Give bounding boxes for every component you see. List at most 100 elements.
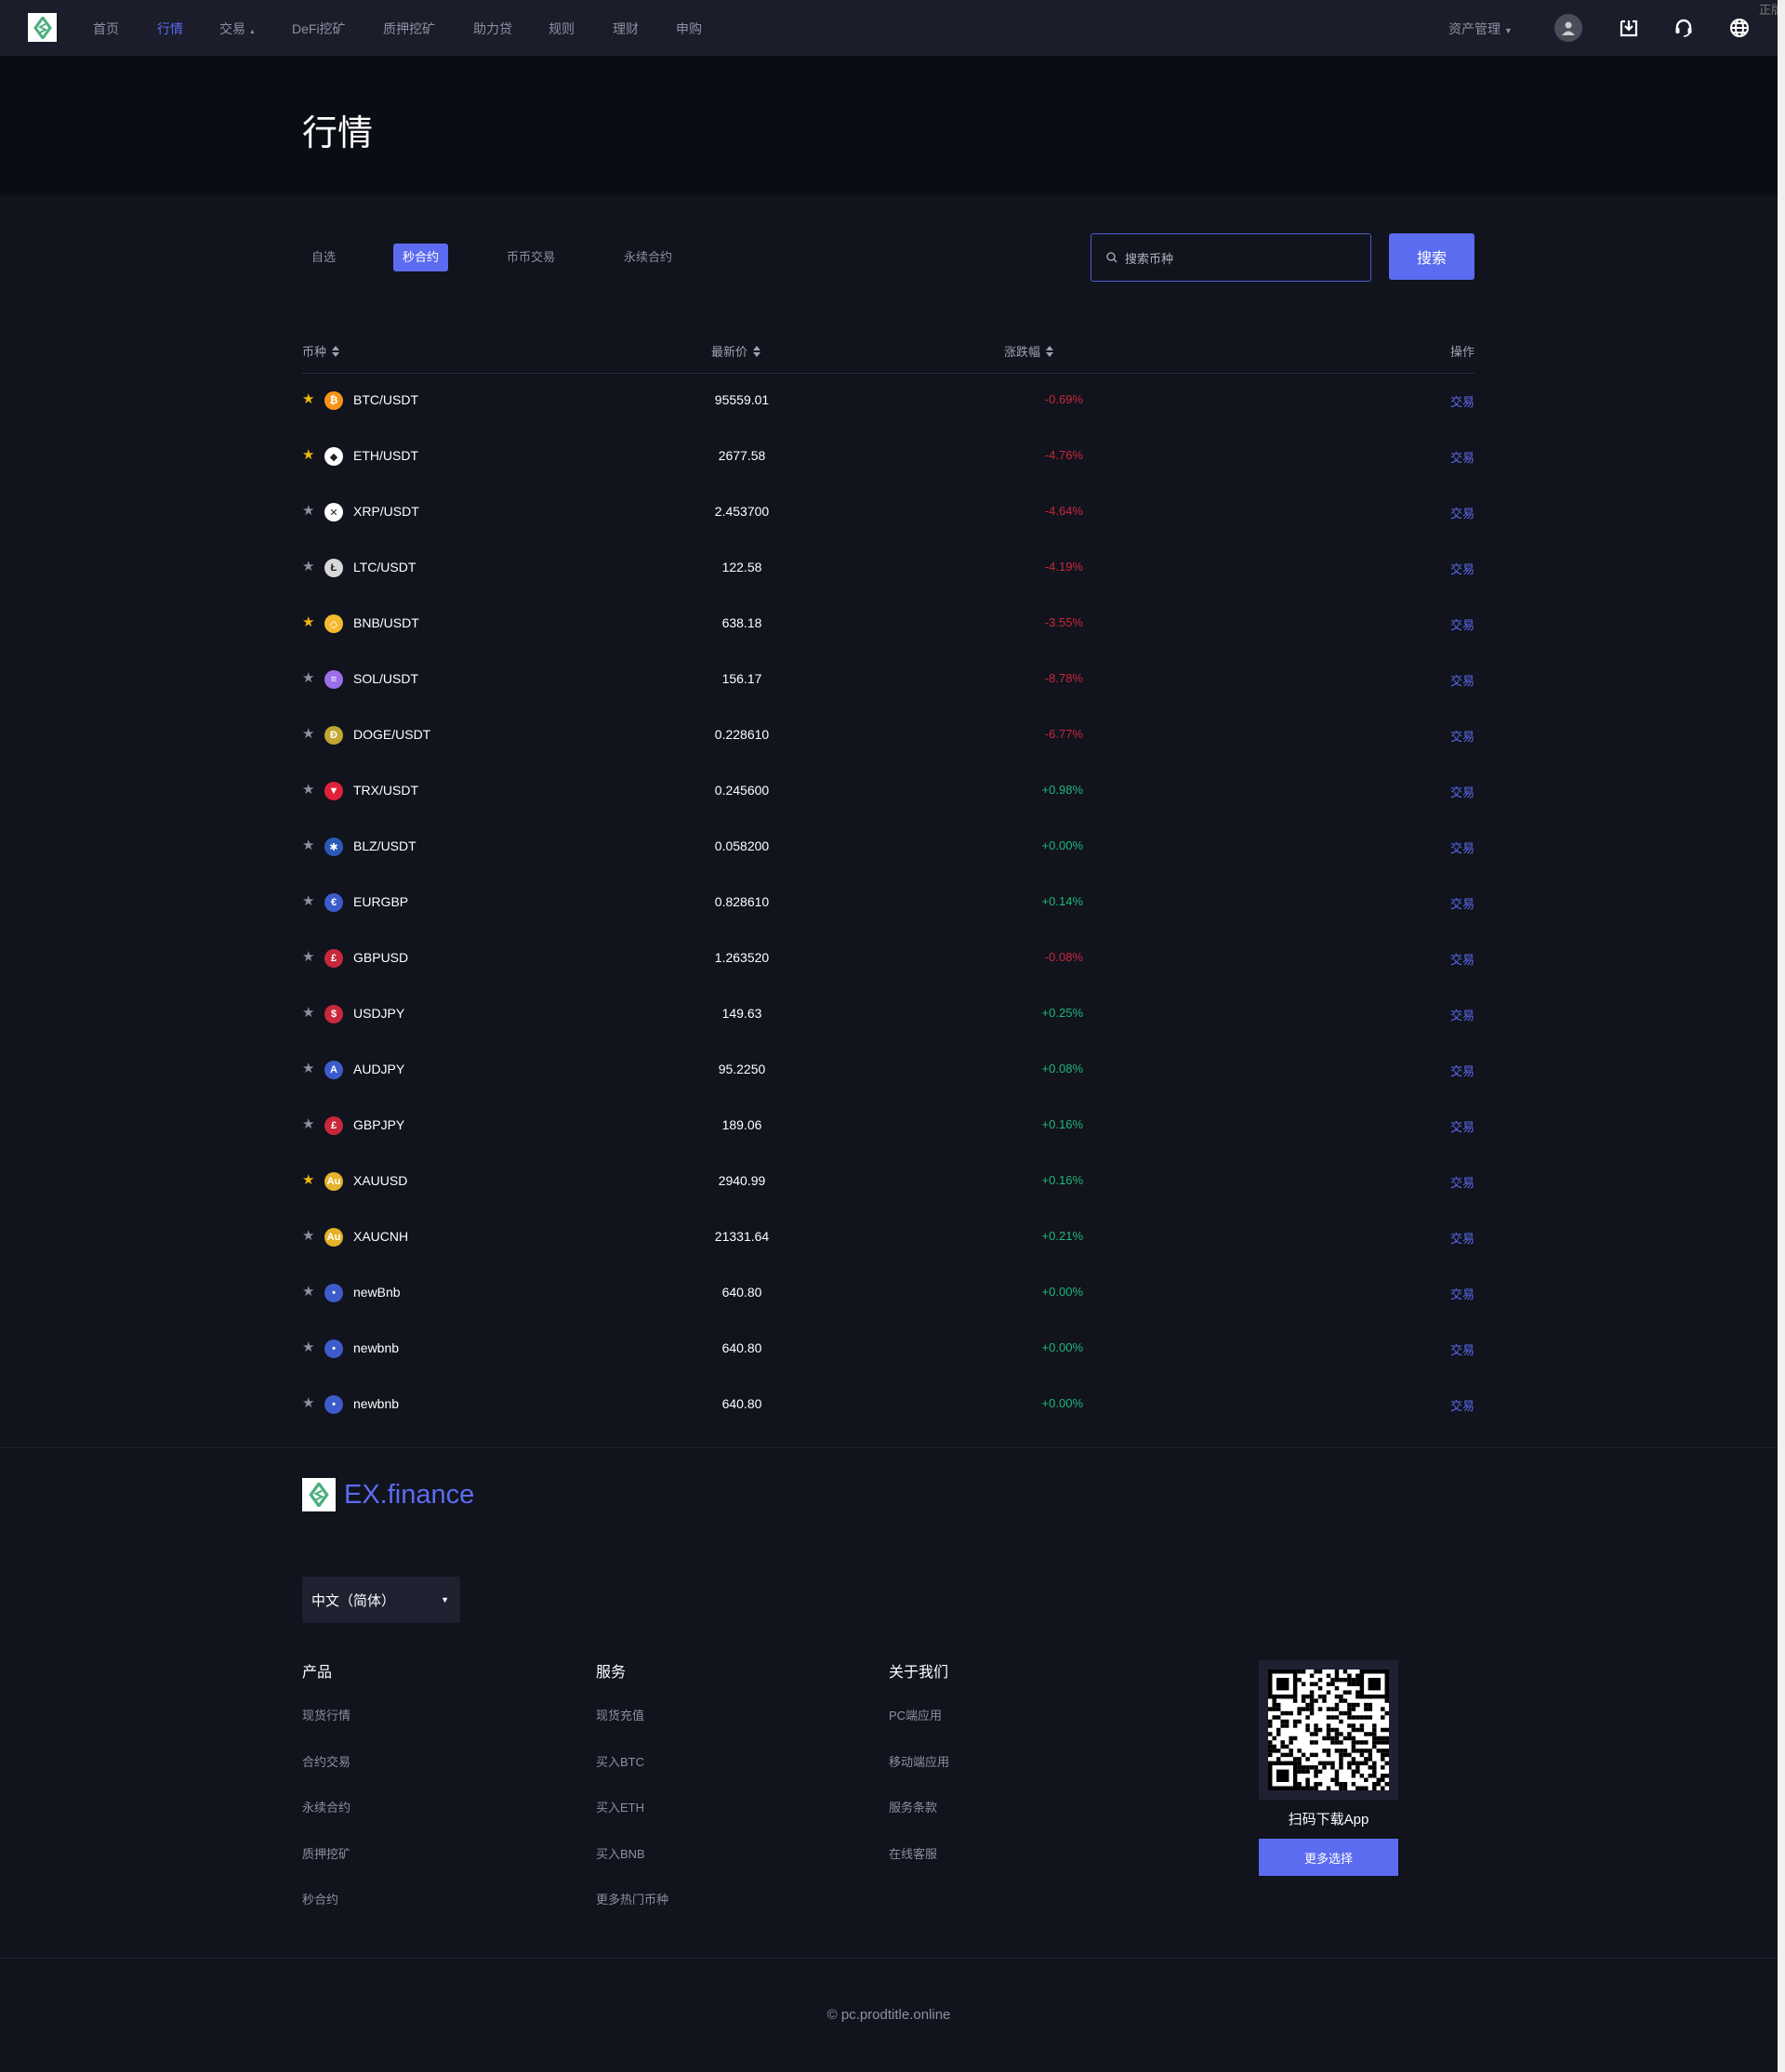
search-button[interactable]: 搜索 (1389, 233, 1474, 280)
footer-link[interactable]: 服务条款 (889, 1801, 938, 1815)
footer-link[interactable]: 在线客服 (889, 1846, 938, 1861)
symbol[interactable]: SOL/USDT (353, 671, 419, 686)
symbol[interactable]: GBPUSD (353, 950, 409, 965)
tab[interactable]: 永续合约 (624, 250, 673, 264)
trade-link[interactable]: 交易 (1449, 507, 1474, 521)
footer-link[interactable]: 质押挖矿 (302, 1846, 351, 1861)
favorite-star-icon[interactable]: ★ (302, 1395, 315, 1411)
nav-item[interactable]: 质押挖矿 (383, 21, 435, 36)
favorite-star-icon[interactable]: ★ (302, 1005, 315, 1021)
trade-link[interactable]: 交易 (1449, 451, 1474, 465)
footer-link[interactable]: 移动端应用 (889, 1754, 950, 1769)
favorite-star-icon[interactable]: ★ (302, 391, 315, 407)
favorite-star-icon[interactable]: ★ (302, 1116, 315, 1132)
tab[interactable]: 自选 (311, 250, 337, 264)
symbol[interactable]: newbnb (353, 1340, 400, 1355)
symbol[interactable]: BLZ/USDT (353, 838, 416, 853)
symbol[interactable]: BNB/USDT (353, 615, 419, 630)
user-avatar[interactable] (1554, 14, 1582, 42)
footer-link[interactable]: 买入BNB (596, 1846, 645, 1861)
nav-item[interactable]: 规则 (549, 21, 575, 36)
favorite-star-icon[interactable]: ★ (302, 893, 315, 909)
favorite-star-icon[interactable]: ★ (302, 1061, 315, 1076)
symbol[interactable]: DOGE/USDT (353, 727, 431, 742)
nav-item[interactable]: DeFi挖矿 (292, 21, 346, 36)
symbol[interactable]: newbnb (353, 1396, 400, 1411)
trade-link[interactable]: 交易 (1449, 618, 1474, 632)
headset-icon[interactable] (1671, 15, 1697, 41)
globe-icon[interactable] (1726, 15, 1752, 41)
sort-icon[interactable] (332, 345, 340, 357)
trade-link[interactable]: 交易 (1449, 730, 1474, 744)
nav-item[interactable]: 行情 (157, 21, 183, 36)
logo-icon[interactable] (28, 13, 57, 42)
column-header[interactable]: 币种 (302, 342, 340, 360)
favorite-star-icon[interactable]: ★ (302, 1172, 315, 1188)
nav-item[interactable]: 申购 (676, 21, 702, 36)
language-select[interactable]: 中文（简体） ▼ (302, 1577, 460, 1623)
download-icon[interactable] (1616, 15, 1642, 41)
tab[interactable]: 秒合约 (393, 244, 449, 271)
footer-link[interactable]: 现货充值 (596, 1709, 645, 1722)
symbol[interactable]: XAUUSD (353, 1173, 408, 1188)
tab[interactable]: 币币交易 (507, 250, 556, 264)
trade-link[interactable]: 交易 (1449, 897, 1474, 911)
symbol[interactable]: AUDJPY (353, 1062, 405, 1076)
nav-item[interactable]: 首页 (93, 21, 119, 36)
scrollbar[interactable] (1778, 0, 1785, 2072)
trade-link[interactable]: 交易 (1449, 953, 1474, 967)
favorite-star-icon[interactable]: ★ (302, 782, 315, 798)
trade-link[interactable]: 交易 (1449, 841, 1474, 855)
symbol[interactable]: XRP/USDT (353, 504, 419, 519)
symbol[interactable]: TRX/USDT (353, 783, 418, 798)
footer-link[interactable]: PC端应用 (889, 1709, 943, 1722)
trade-link[interactable]: 交易 (1449, 1176, 1474, 1190)
search-input[interactable]: 搜索币种 (1091, 233, 1371, 282)
symbol[interactable]: XAUCNH (353, 1229, 409, 1244)
trade-link[interactable]: 交易 (1449, 1232, 1474, 1246)
symbol[interactable]: LTC/USDT (353, 560, 416, 574)
footer-link[interactable]: 永续合约 (302, 1801, 351, 1815)
trade-link[interactable]: 交易 (1449, 1399, 1474, 1413)
symbol[interactable]: ETH/USDT (353, 448, 418, 463)
footer-link[interactable]: 买入ETH (596, 1801, 645, 1815)
favorite-star-icon[interactable]: ★ (302, 614, 315, 630)
trade-link[interactable]: 交易 (1449, 674, 1474, 688)
more-options-button[interactable]: 更多选择 (1259, 1839, 1398, 1876)
footer-link[interactable]: 现货行情 (302, 1709, 351, 1722)
favorite-star-icon[interactable]: ★ (302, 726, 315, 742)
favorite-star-icon[interactable]: ★ (302, 670, 315, 686)
symbol[interactable]: EURGBP (353, 894, 409, 909)
trade-link[interactable]: 交易 (1449, 1009, 1474, 1023)
nav-item[interactable]: 交易 ▲ (219, 20, 256, 38)
favorite-star-icon[interactable]: ★ (302, 1340, 315, 1355)
trade-link[interactable]: 交易 (1449, 562, 1474, 576)
trade-link[interactable]: 交易 (1449, 1064, 1474, 1078)
trade-link[interactable]: 交易 (1449, 1343, 1474, 1357)
trade-link[interactable]: 交易 (1449, 395, 1474, 409)
trade-link[interactable]: 交易 (1449, 785, 1474, 799)
column-header[interactable]: 涨跌幅 (1004, 342, 1054, 360)
nav-item[interactable]: 理财 (613, 21, 639, 36)
sort-icon[interactable] (753, 345, 761, 357)
asset-management-menu[interactable]: 资产管理 ▼ (1448, 20, 1513, 38)
favorite-star-icon[interactable]: ★ (302, 838, 315, 853)
symbol[interactable]: USDJPY (353, 1006, 405, 1021)
footer-link[interactable]: 秒合约 (302, 1893, 339, 1907)
favorite-star-icon[interactable]: ★ (302, 559, 315, 574)
favorite-star-icon[interactable]: ★ (302, 447, 315, 463)
favorite-star-icon[interactable]: ★ (302, 1228, 315, 1244)
sort-icon[interactable] (1046, 345, 1054, 357)
trade-link[interactable]: 交易 (1449, 1120, 1474, 1134)
footer-link[interactable]: 合约交易 (302, 1754, 351, 1769)
favorite-star-icon[interactable]: ★ (302, 949, 315, 965)
favorite-star-icon[interactable]: ★ (302, 1284, 315, 1300)
trade-link[interactable]: 交易 (1449, 1287, 1474, 1301)
symbol[interactable]: BTC/USDT (353, 392, 418, 407)
symbol[interactable]: newBnb (353, 1285, 401, 1300)
footer-link[interactable]: 更多热门币种 (596, 1893, 669, 1907)
footer-link[interactable]: 买入BTC (596, 1754, 645, 1769)
column-header[interactable]: 最新价 (711, 342, 761, 360)
symbol[interactable]: GBPJPY (353, 1117, 405, 1132)
favorite-star-icon[interactable]: ★ (302, 503, 315, 519)
